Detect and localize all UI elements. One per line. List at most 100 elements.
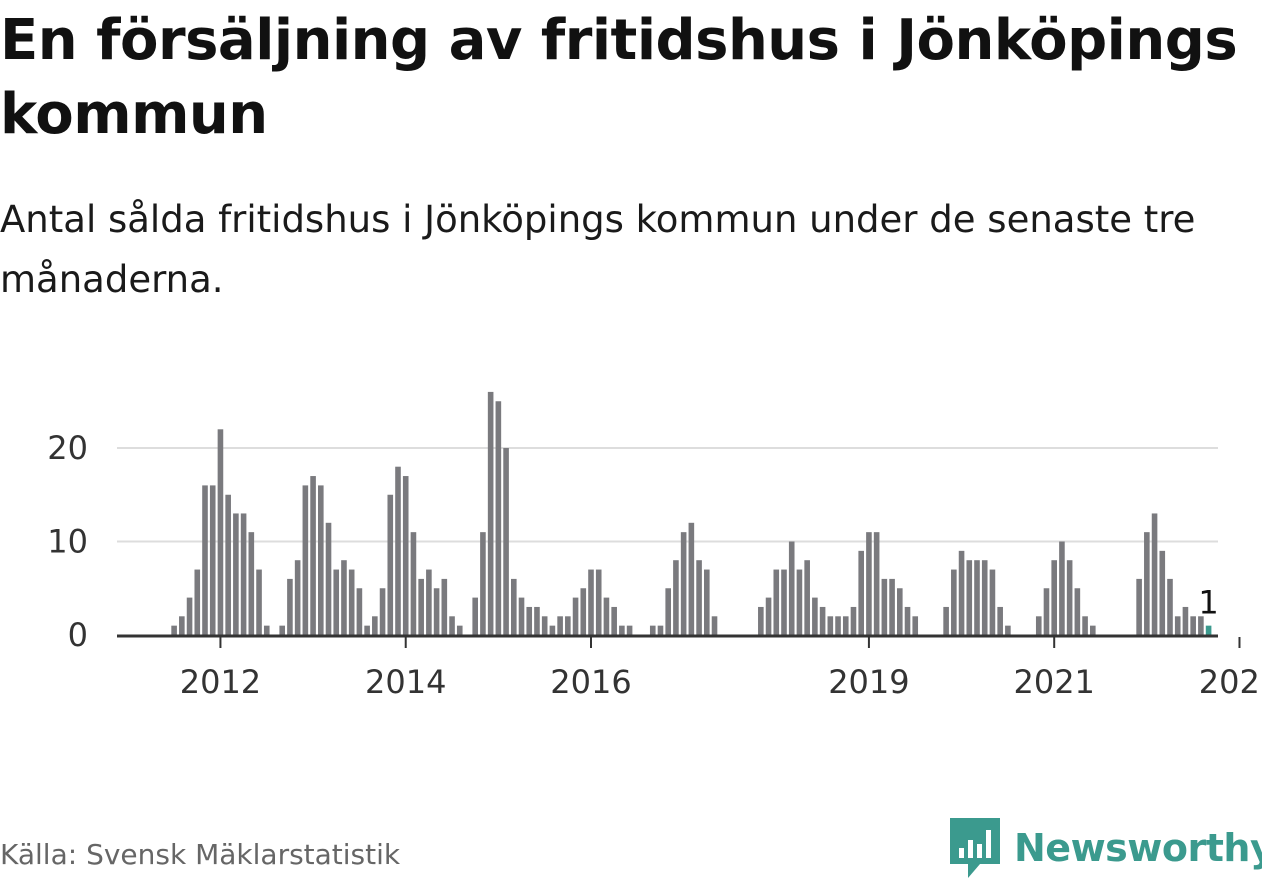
- bar: [333, 569, 340, 635]
- x-tick-label: 2014: [365, 663, 446, 701]
- bar: [526, 606, 533, 635]
- bar: [1051, 560, 1057, 635]
- bar: [1182, 606, 1189, 635]
- bar: [680, 532, 687, 635]
- bar: [171, 625, 177, 635]
- bar: [487, 391, 494, 635]
- chart-title: En försäljning av fritidshus i Jönköping…: [0, 8, 1238, 147]
- bar: [426, 569, 432, 635]
- bar: [989, 569, 996, 635]
- bar: [279, 625, 285, 635]
- bar: [873, 532, 880, 635]
- bar: [480, 532, 486, 635]
- bar: [495, 401, 502, 635]
- bar: [781, 569, 787, 635]
- bar: [688, 522, 695, 635]
- bar: [858, 550, 864, 635]
- bar: [619, 625, 625, 635]
- bar: [209, 485, 216, 635]
- bar: [1043, 588, 1050, 635]
- bar-chart-speech-bubble-icon: [950, 818, 1000, 878]
- bar: [1066, 560, 1073, 635]
- bar: [595, 569, 602, 635]
- bar: [1167, 578, 1173, 635]
- bar: [364, 625, 370, 635]
- chart-subtitle: Antal sålda fritidshus i Jönköpings komm…: [0, 198, 1196, 301]
- bar: [580, 588, 587, 635]
- bar: [287, 578, 293, 635]
- bar: [325, 522, 332, 635]
- bar: [1174, 616, 1181, 635]
- bar: [549, 625, 556, 635]
- bar: [1190, 616, 1196, 635]
- bar: [788, 541, 795, 635]
- bar: [217, 429, 224, 635]
- bar: [951, 569, 957, 635]
- bar: [341, 560, 347, 635]
- bar: [997, 606, 1003, 635]
- bar: [1151, 513, 1158, 635]
- bar: [541, 616, 548, 635]
- bar: [881, 578, 888, 635]
- bar: [889, 578, 895, 635]
- bar: [850, 606, 857, 635]
- bar: [1005, 625, 1011, 635]
- x-tick-label: 2021: [1013, 663, 1094, 701]
- bar: [565, 616, 571, 635]
- bar: [248, 532, 255, 635]
- bar: [395, 466, 401, 635]
- bar: [835, 616, 841, 635]
- bar-chart: 0 10 20 1 2012 2014 2016 2019 2021 2023: [47, 391, 1262, 701]
- bar: [503, 448, 509, 635]
- x-tick-label: 2023: [1199, 663, 1262, 701]
- bar: [1074, 588, 1081, 635]
- bar: [773, 569, 780, 635]
- bar: [804, 560, 810, 635]
- bar: [179, 616, 185, 635]
- bar: [1082, 616, 1088, 635]
- bar: [379, 588, 386, 635]
- y-tick-label: 20: [47, 429, 88, 467]
- bar: [310, 476, 316, 635]
- x-tick-label: 2016: [550, 663, 631, 701]
- bar: [572, 597, 579, 635]
- bar: [958, 550, 965, 635]
- bar: [194, 569, 201, 635]
- bar: [387, 494, 394, 635]
- bar: [626, 625, 633, 635]
- bar: [186, 597, 193, 635]
- brand-logo: Newsworthy: [950, 818, 1262, 878]
- bar: [511, 578, 517, 635]
- bar: [704, 569, 710, 635]
- bar: [912, 616, 919, 635]
- bar: [441, 578, 448, 635]
- bar: [302, 485, 309, 635]
- bar: [534, 606, 540, 635]
- bar: [611, 606, 617, 635]
- bar: [402, 476, 409, 635]
- bar: [372, 616, 378, 635]
- bar: [897, 588, 903, 635]
- bar: [827, 616, 834, 635]
- highlight-bar: [1205, 625, 1212, 635]
- y-tick-label: 10: [47, 523, 88, 561]
- bar: [696, 560, 702, 635]
- bar: [1159, 550, 1166, 635]
- bar: [711, 616, 718, 635]
- bar: [966, 560, 973, 635]
- bar: [449, 616, 455, 635]
- bar: [943, 606, 949, 635]
- bar: [673, 560, 679, 635]
- x-tick-label: 2019: [828, 663, 909, 701]
- bar: [1144, 532, 1150, 635]
- bar: [1136, 578, 1142, 635]
- bar: [410, 532, 417, 635]
- bar: [472, 597, 478, 635]
- bar: [294, 560, 301, 635]
- bar: [665, 588, 671, 635]
- bar: [1090, 625, 1096, 635]
- bar: [981, 560, 988, 635]
- bar: [202, 485, 208, 635]
- bar: [765, 597, 772, 635]
- brand-name: Newsworthy: [1014, 826, 1262, 870]
